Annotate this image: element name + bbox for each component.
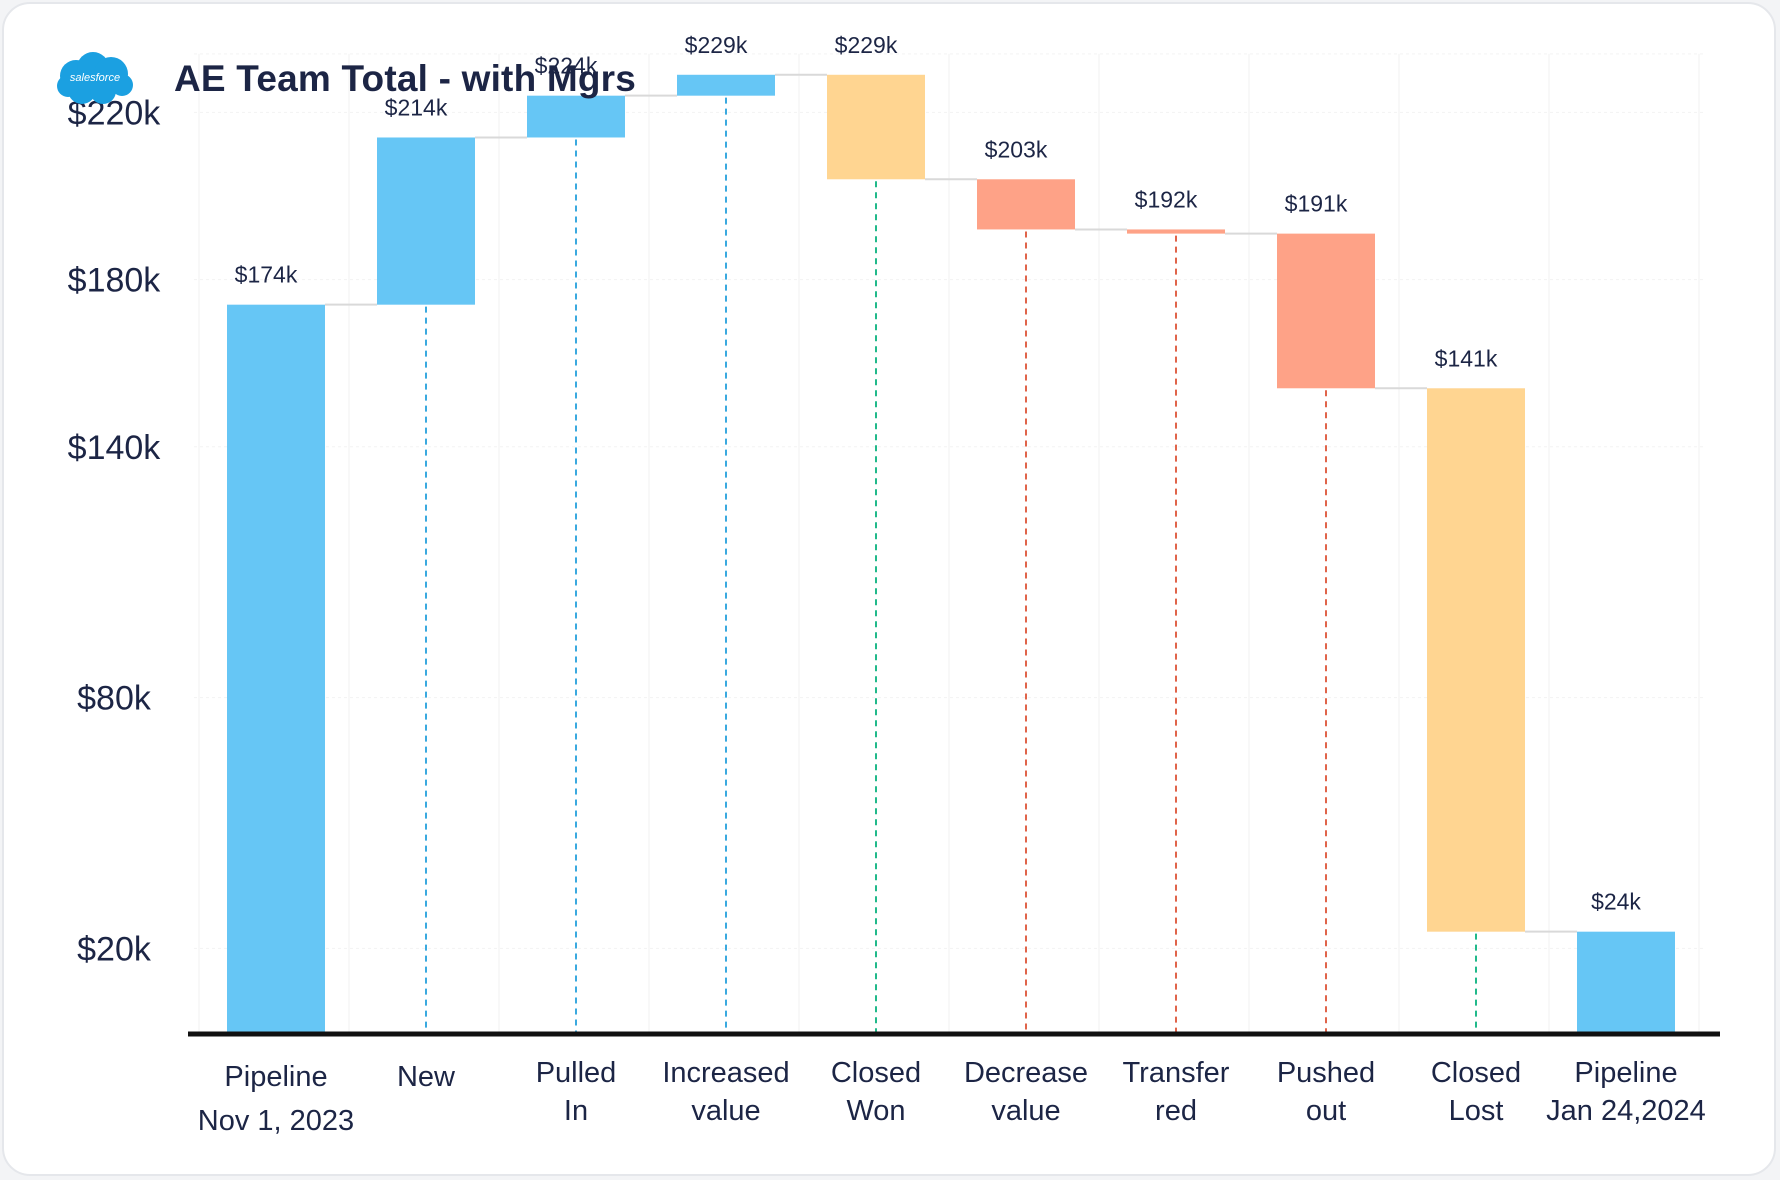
data-label: $229k: [835, 32, 898, 58]
cloud-icon: salesforce: [57, 52, 133, 104]
y-tick-label: $20k: [77, 930, 152, 968]
logo-text: salesforce: [70, 72, 120, 84]
x-tick-label: Transfer: [1123, 1057, 1230, 1089]
x-tick-label: Pulled: [536, 1057, 617, 1089]
waterfall-chart: $20k$80k$140k$180k$220k$174kPipelineNov …: [68, 32, 1720, 1137]
waterfall-bar: [977, 179, 1075, 230]
x-tick-label: Pipeline: [224, 1061, 327, 1093]
y-tick-label: $80k: [77, 680, 152, 718]
data-label: $203k: [985, 136, 1048, 162]
x-tick-label: Pipeline: [1574, 1057, 1677, 1089]
chart-header: salesforce AE Team Total - with Mgrs: [56, 44, 636, 114]
x-tick-label: New: [397, 1061, 456, 1093]
x-tick-label: Jan 24,2024: [1546, 1095, 1706, 1127]
data-label: $229k: [685, 32, 748, 58]
x-tick-label: value: [691, 1095, 760, 1127]
waterfall-bar: [677, 74, 775, 96]
x-tick-label: Increased: [662, 1057, 789, 1089]
waterfall-bar: [1577, 931, 1675, 1032]
chart-area: $20k $80k $140k $180k $220k $174k Pipeline Nov …: [4, 4, 1774, 1174]
waterfall-bar: [1127, 229, 1225, 234]
x-tick-label: Decrease: [964, 1057, 1088, 1089]
data-label: $191k: [1285, 191, 1348, 217]
data-label: $24k: [1591, 889, 1641, 915]
y-tick-label: $140k: [68, 429, 162, 467]
x-tick-label: value: [991, 1095, 1060, 1127]
data-label: $224k: [535, 53, 598, 79]
x-tick-label: Closed: [1431, 1057, 1521, 1089]
x-tick-label: out: [1306, 1095, 1346, 1127]
x-tick-label: Nov 1, 2023: [198, 1105, 354, 1137]
waterfall-bar: [1427, 388, 1525, 932]
waterfall-bar: [827, 74, 925, 180]
chart-title: AE Team Total - with Mgrs: [174, 58, 637, 99]
data-label: $174k: [235, 262, 298, 288]
salesforce-logo: salesforce: [56, 50, 134, 108]
data-label: $141k: [1435, 345, 1498, 371]
x-tick-label: Lost: [1449, 1095, 1504, 1127]
x-tick-label: Pushed: [1277, 1057, 1375, 1089]
data-label: $192k: [1135, 186, 1198, 212]
waterfall-bar: [527, 95, 625, 138]
x-tick-label: In: [564, 1095, 588, 1127]
x-tick-label: red: [1155, 1095, 1197, 1127]
waterfall-bar: [377, 137, 475, 305]
waterfall-bar: [1277, 233, 1375, 389]
data-label: $214k: [385, 94, 448, 120]
y-tick-label: $180k: [68, 262, 162, 300]
waterfall-bar: [227, 304, 325, 1032]
x-tick-label: Closed: [831, 1057, 921, 1089]
x-tick-label: Won: [846, 1095, 905, 1127]
